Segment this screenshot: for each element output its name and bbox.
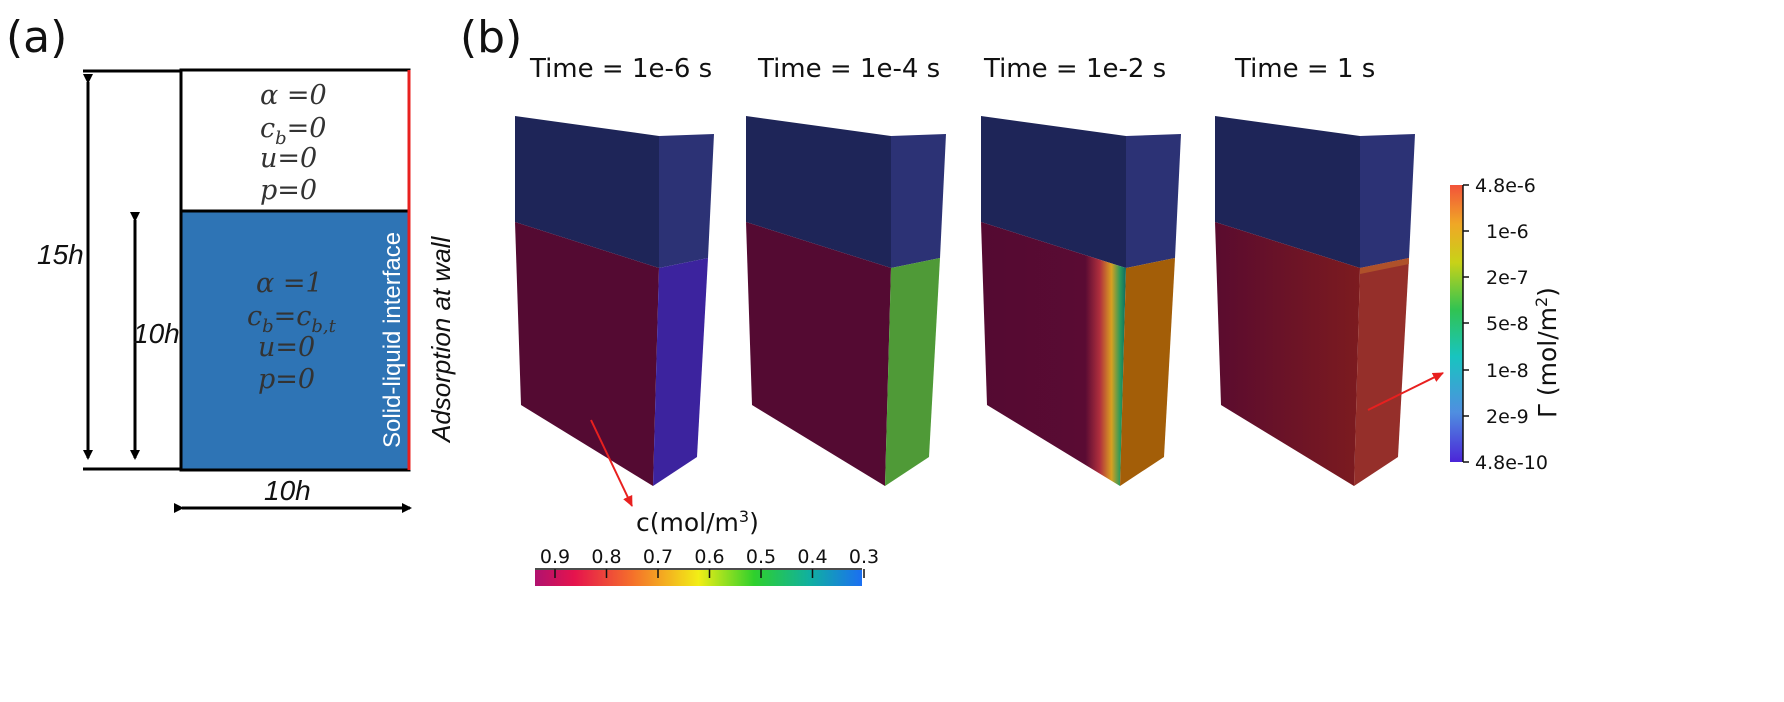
block-3-liquid-front	[981, 222, 1126, 486]
lower-eq-alpha: α =1	[256, 268, 323, 299]
colorbar-gamma-tick-label: 5e-8	[1486, 313, 1529, 335]
colorbar-c-tick-label: 0.8	[591, 546, 621, 568]
colorbar-gamma-tick-label: 2e-9	[1486, 406, 1529, 428]
colorbar-c-tick-label: 0.4	[797, 546, 827, 568]
upper-eq-cb: cb=0	[260, 113, 326, 149]
panel-b: (b) Time = 1e-6 s Time = 1e-4 s Time = 1…	[460, 12, 1562, 586]
snapshot-block-3	[981, 116, 1181, 486]
colorbar-c-title: c(mol/m3)	[636, 507, 759, 537]
gas-region	[179, 68, 411, 213]
panel-a-label: (a)	[6, 12, 67, 63]
colorbar-gamma-tick-label: 4.8e-6	[1475, 175, 1536, 197]
lower-eq-cb: cb=cb,t	[247, 301, 337, 337]
time-label-1: Time = 1e-6 s	[529, 54, 712, 84]
block-2-liquid-front	[746, 222, 891, 486]
block-1-liquid-front	[515, 222, 659, 486]
block-4-liquid-front	[1215, 222, 1360, 486]
colorbar-gamma-gradient	[1450, 185, 1463, 462]
block-2-gas-side	[891, 134, 946, 268]
dim-label-15h: 15h	[37, 239, 84, 270]
colorbar-c-gradient	[535, 570, 862, 586]
block-1-gas-side	[659, 134, 714, 268]
panel-b-label: (b)	[460, 12, 522, 63]
block-2-gas-front	[746, 116, 891, 268]
upper-eq-u: u=0	[260, 143, 317, 174]
dim-label-10h-vertical: 10h	[133, 318, 180, 349]
block-2-liquid-side	[885, 258, 940, 486]
colorbar-c-tick-label: 0.7	[643, 546, 673, 568]
arrow-to-gamma-colorbar	[1367, 372, 1444, 411]
block-1-liquid-side	[653, 258, 708, 486]
dim-label-10h-horizontal: 10h	[264, 475, 311, 506]
snapshot-block-1	[515, 116, 714, 486]
time-label-4: Time = 1 s	[1234, 54, 1375, 84]
lower-eq-u: u=0	[258, 332, 315, 363]
liquid-region	[179, 209, 411, 472]
block-3-liquid-side	[1120, 258, 1175, 486]
snapshot-block-4	[1215, 116, 1415, 486]
block-4-liquid-side	[1354, 258, 1409, 486]
upper-eq-p: p=0	[260, 175, 317, 206]
colorbar-c-tick-label: 0.6	[694, 546, 724, 568]
lower-eq-p: p=0	[258, 364, 315, 395]
block-3-gas-side	[1126, 134, 1181, 268]
colorbar-c-tick-label: 0.3	[849, 546, 879, 568]
block-4-gas-front	[1215, 116, 1360, 268]
upper-eq-alpha: α =0	[260, 80, 327, 111]
colorbar-gamma-tick-label: 4.8e-10	[1475, 452, 1548, 474]
time-label-3: Time = 1e-2 s	[983, 54, 1166, 84]
time-label-2: Time = 1e-4 s	[757, 54, 940, 84]
colorbar-gamma-tick-label: 1e-8	[1486, 360, 1529, 382]
colorbar-gamma-title: Γ (mol/m2)	[1532, 287, 1562, 418]
block-4-gas-side	[1360, 134, 1415, 268]
block-1-gas-front	[515, 116, 659, 268]
block-4-side-interface-band	[1360, 258, 1409, 274]
colorbar-gamma-tick-label: 2e-7	[1486, 267, 1529, 289]
interface-label: Solid-liquid interface	[379, 232, 406, 448]
colorbar-c: c(mol/m3) 0.9 0.8 0.7 0.6 0.5 0.4 0.3	[535, 507, 879, 586]
panel-a: (a) α =0 cb=0 u=0 p=0 α =1 cb=cb,t u=0 p…	[6, 12, 456, 513]
colorbar-c-tick-label: 0.9	[540, 546, 570, 568]
wall-label: Adsorption at wall	[426, 236, 456, 444]
colorbar-gamma: 4.8e-6 1e-6 2e-7 5e-8 1e-8 2e-9 4.8e-10 Γ (mol…	[1450, 175, 1562, 474]
block-3-gas-front	[981, 116, 1126, 268]
colorbar-c-tick-label: 0.5	[746, 546, 776, 568]
arrow-to-c-colorbar	[590, 419, 633, 507]
snapshot-block-2	[746, 116, 946, 486]
colorbar-gamma-tick-label: 1e-6	[1486, 221, 1529, 243]
